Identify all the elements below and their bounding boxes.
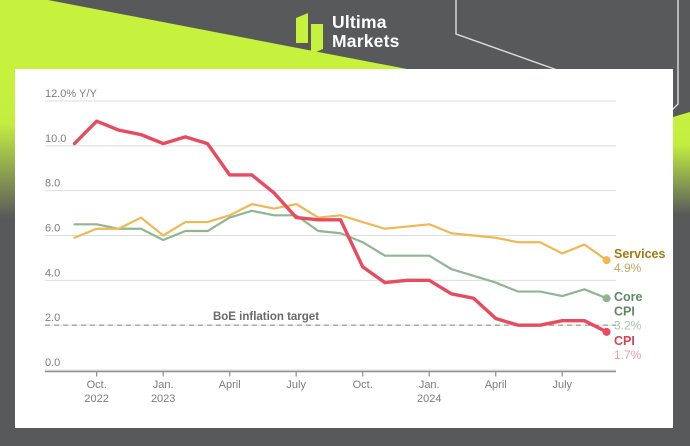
left-lime-gradient-strip xyxy=(0,69,15,340)
x-tick-year-label: 2022 xyxy=(84,393,108,405)
x-tick-label: Jan. xyxy=(419,379,440,391)
brand-logo-icon xyxy=(296,13,323,54)
series-end-value-label: 3.2% xyxy=(614,319,642,333)
chart-card: 0.0 2.0 4.0 6.0 8.0 10.0 12.0% Y/Y Oct. 2022 Jan.… xyxy=(15,69,673,428)
brand-name-line1: Ultima xyxy=(332,12,387,32)
series-name-label: Services xyxy=(614,247,665,261)
series-end-value-label: 4.9% xyxy=(614,261,642,275)
y-tick-label: 12.0% Y/Y xyxy=(45,88,97,100)
y-tick-label: 10.0 xyxy=(45,133,66,145)
inflation-line-chart: 0.0 2.0 4.0 6.0 8.0 10.0 12.0% Y/Y Oct. 2022 Jan.… xyxy=(45,88,665,405)
y-tick-label: 4.0 xyxy=(45,267,60,279)
series-line-services xyxy=(73,203,608,262)
right-lime-gradient-strip xyxy=(673,112,690,220)
brand-logo-text: Ultima Markets xyxy=(332,13,400,50)
brand-logo: Ultima Markets xyxy=(296,13,400,54)
series-end-dot-core-cpi xyxy=(602,294,611,303)
series-end-value-label: 1.7% xyxy=(614,348,642,362)
x-tick-label: Oct. xyxy=(87,379,107,391)
x-tick-label: July xyxy=(552,379,572,391)
hexagon-outline-right xyxy=(671,0,679,111)
series-line-cpi xyxy=(72,119,609,334)
series-line-core-cpi xyxy=(73,209,608,300)
boe-target-label: BoE inflation target xyxy=(213,311,319,323)
series-name-label: CPI xyxy=(614,305,635,319)
series-name-label: Core xyxy=(614,290,643,304)
x-tick-label: Oct. xyxy=(353,379,373,391)
series-end-dot-services xyxy=(602,256,611,265)
y-tick-label: 6.0 xyxy=(45,222,60,234)
x-tick-year-label: 2023 xyxy=(151,393,175,405)
x-tick-label: April xyxy=(485,379,507,391)
x-tick-label: Jan. xyxy=(153,379,174,391)
y-tick-label: 8.0 xyxy=(45,178,60,190)
series-end-dot-cpi xyxy=(602,327,611,336)
x-tick-year-label: 2024 xyxy=(417,393,441,405)
x-tick-label: July xyxy=(286,379,306,391)
brand-name-line2: Markets xyxy=(332,30,400,51)
series-name-label: CPI xyxy=(614,334,635,348)
y-tick-label: 2.0 xyxy=(45,312,60,324)
y-tick-label: 0.0 xyxy=(45,357,60,369)
x-tick-label: April xyxy=(219,379,241,391)
hexagon-outline-left xyxy=(455,0,561,72)
